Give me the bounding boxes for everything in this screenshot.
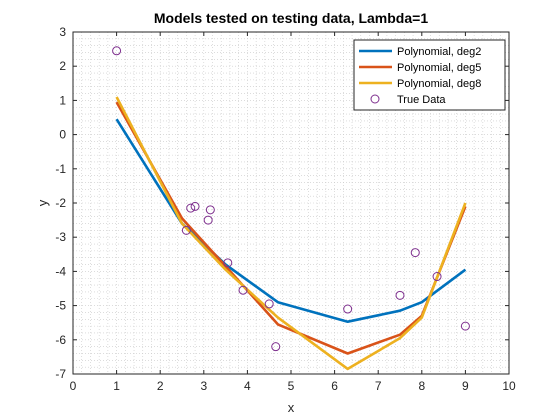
y-tick-label: -1: [55, 162, 66, 176]
legend-entry: Polynomial, deg5: [397, 62, 481, 74]
y-tick-label: -5: [55, 299, 66, 313]
y-tick-label: 1: [59, 93, 66, 107]
chart-title: Models tested on testing data, Lambda=1: [154, 10, 428, 26]
y-tick-label: -4: [55, 264, 66, 278]
data-point-true-data: [112, 46, 122, 56]
x-tick-label: 3: [200, 379, 207, 393]
y-tick-label: 0: [59, 128, 66, 142]
data-point-true-data: [343, 304, 353, 314]
minor-grid: [73, 32, 509, 374]
series-line-polynomial-deg5: [115, 101, 467, 355]
series-line-polynomial-deg8: [115, 96, 467, 371]
x-tick-label: 1: [113, 379, 120, 393]
x-axis-label: x: [288, 400, 295, 415]
data-point-true-data: [410, 248, 420, 258]
x-tick-label: 2: [157, 379, 164, 393]
y-tick-labels: 3 2 1 0 -1 -2 -3 -4 -5 -6 -7: [55, 25, 66, 381]
data-point-true-data: [186, 203, 196, 213]
y-axis-label: y: [35, 199, 50, 206]
data-point-true-data: [271, 342, 281, 352]
y-tick-label: -3: [55, 230, 66, 244]
y-tick-label: -6: [55, 333, 66, 347]
x-tick-label: 9: [462, 379, 469, 393]
y-tick-label: -7: [55, 367, 66, 381]
data-point-true-data: [223, 258, 233, 268]
x-tick-label: 8: [418, 379, 425, 393]
x-tick-label: 7: [375, 379, 382, 393]
legend: Polynomial, deg2 Polynomial, deg5 Polynomi…: [353, 39, 506, 111]
data-point-true-data: [205, 205, 215, 215]
x-tick-label: 5: [288, 379, 295, 393]
x-tick-label: 0: [70, 379, 77, 393]
legend-entry: Polynomial, deg2: [397, 46, 481, 58]
data-point-true-data: [181, 225, 191, 235]
x-tick-label: 10: [502, 379, 516, 393]
x-tick-label: 6: [331, 379, 338, 393]
x-tick-labels: 0 1 2 3 4 5 6 7 8 9 10: [70, 379, 516, 393]
data-point-true-data: [460, 321, 470, 331]
data-point-true-data: [395, 290, 405, 300]
data-point-true-data: [432, 272, 442, 282]
legend-entry: Polynomial, deg8: [397, 78, 481, 90]
data-point-true-data: [238, 285, 248, 295]
series-layer: [112, 46, 470, 371]
data-point-true-data: [203, 215, 213, 225]
data-point-true-data: [264, 299, 274, 309]
y-tick-label: 2: [59, 59, 66, 73]
x-tick-label: 4: [244, 379, 251, 393]
y-tick-label: -2: [55, 196, 66, 210]
legend-entry: True Data: [397, 94, 446, 106]
data-point-true-data: [190, 201, 200, 211]
y-tick-label: 3: [59, 25, 66, 39]
axis-ticks: [72, 31, 510, 375]
legend-marker: [370, 94, 380, 104]
